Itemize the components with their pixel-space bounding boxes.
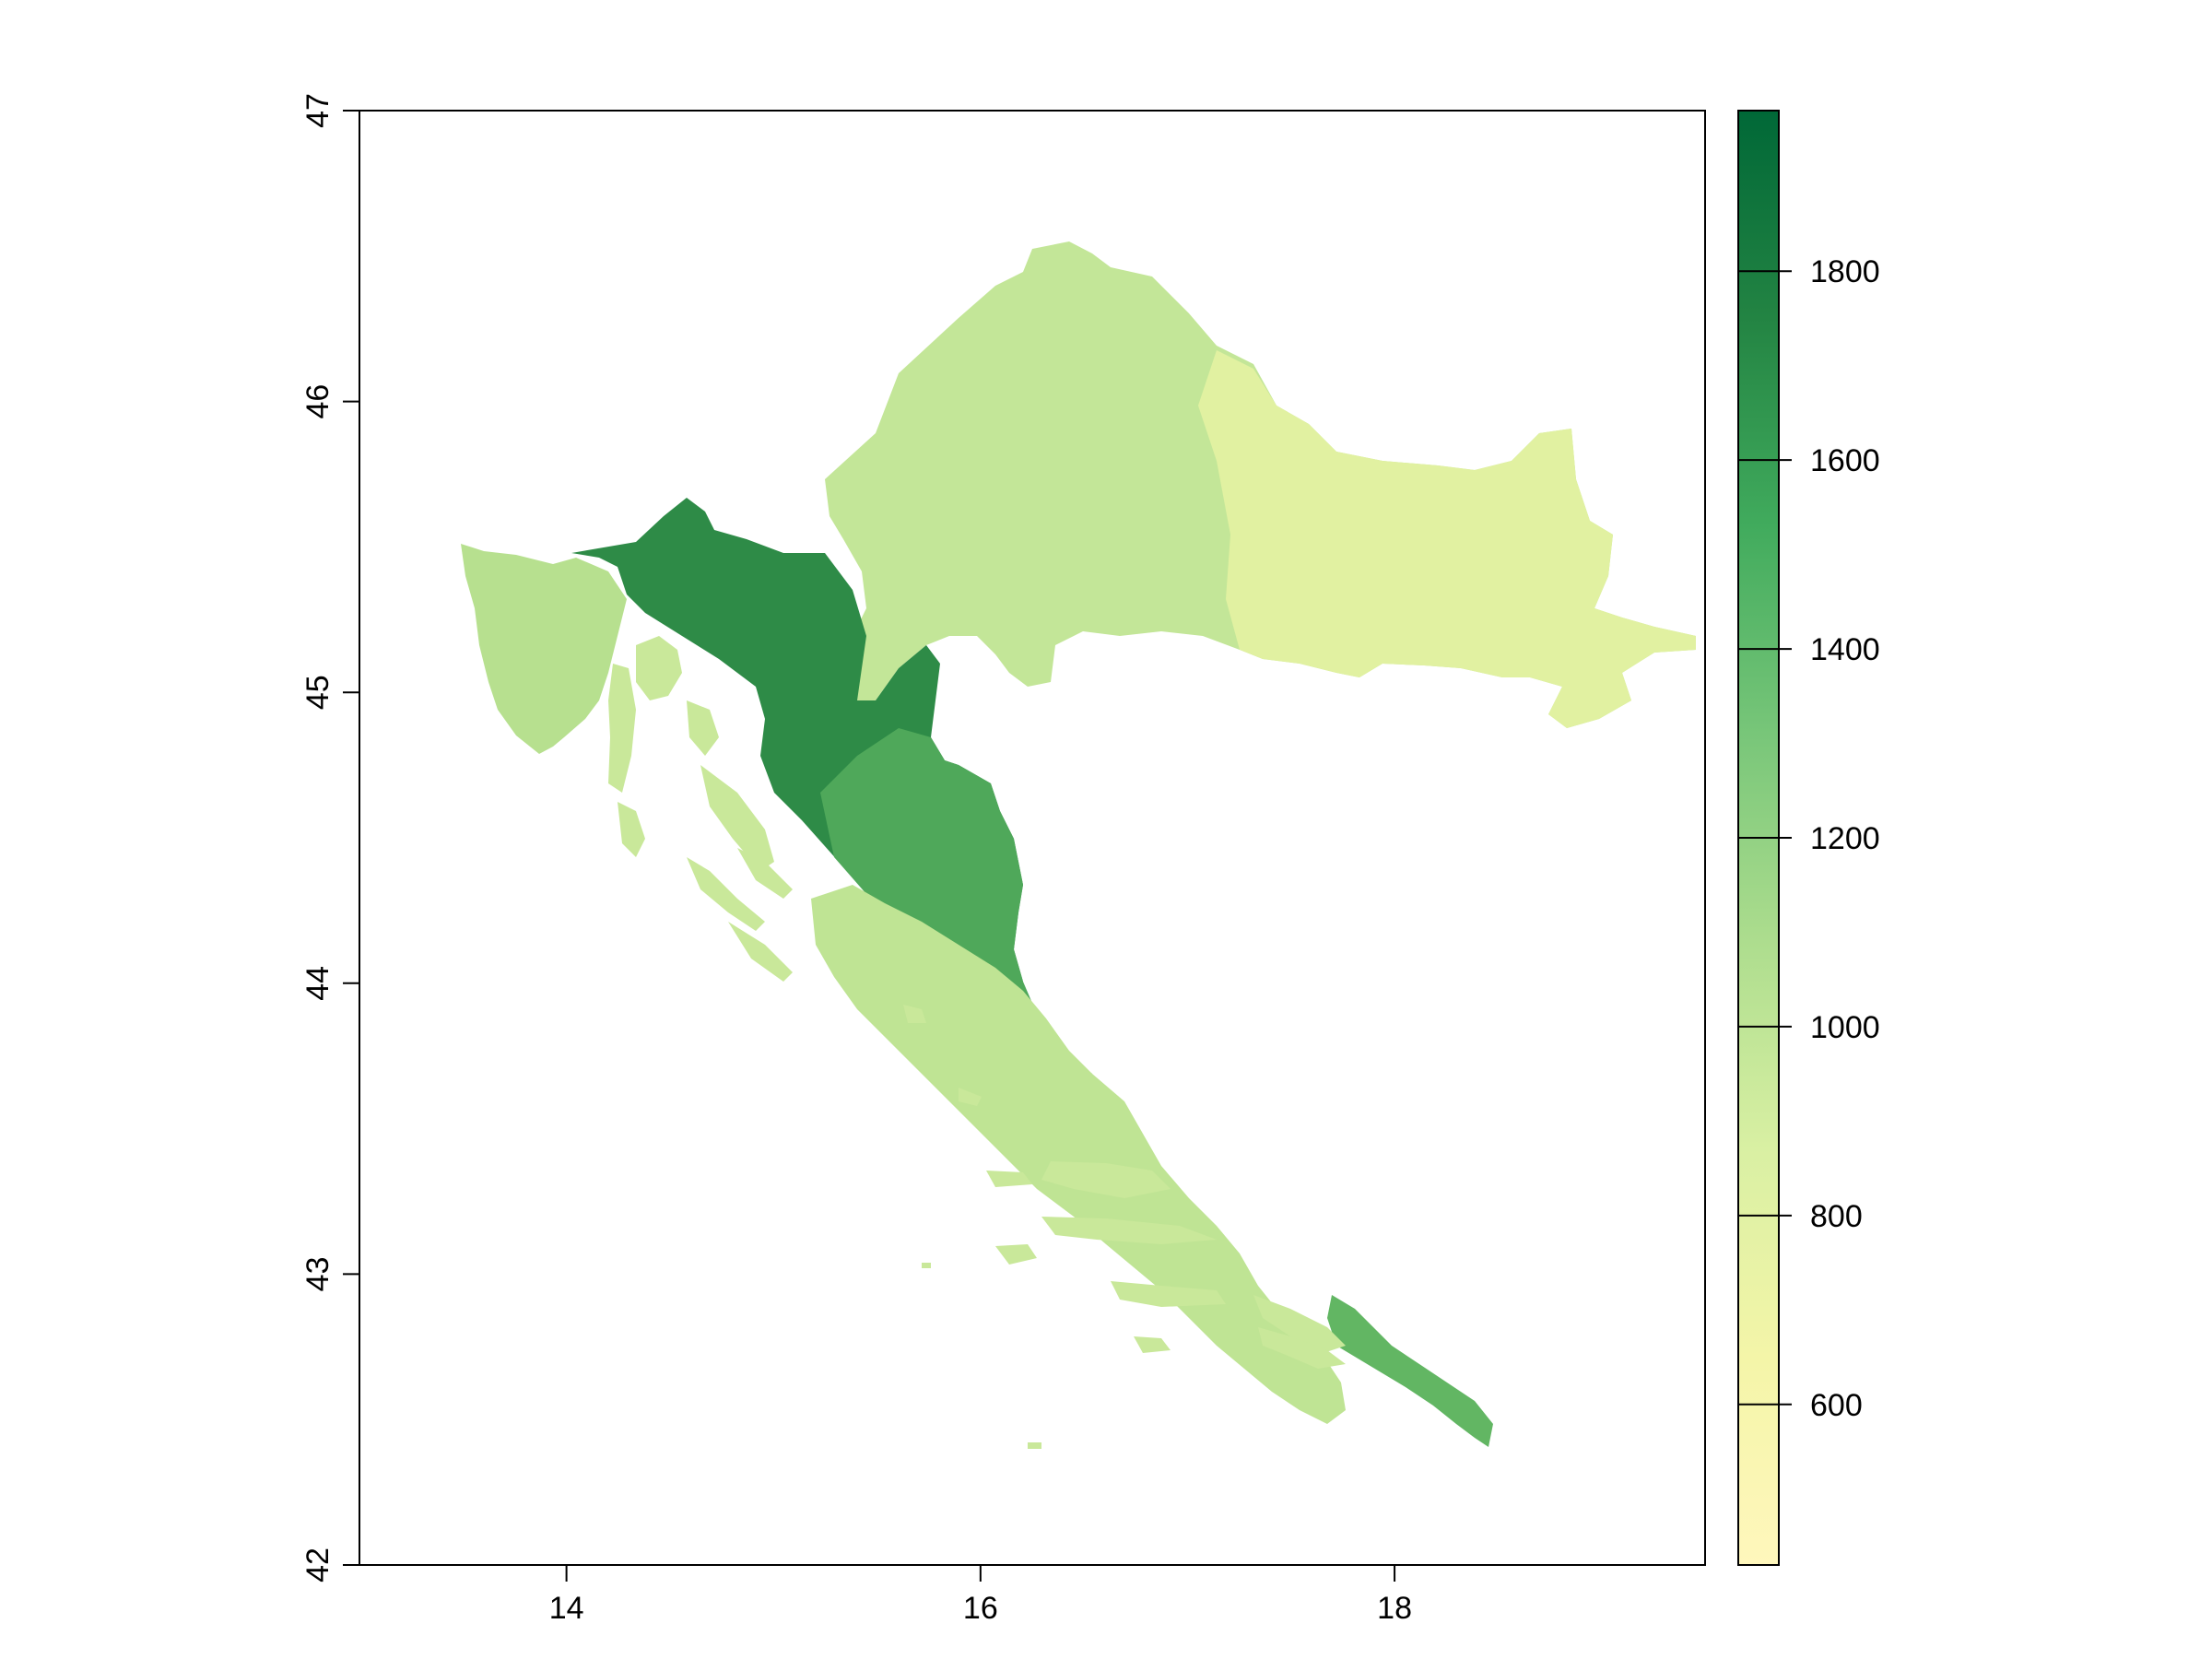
- island-solta: [986, 1171, 1032, 1187]
- island-small-3: [903, 1005, 926, 1023]
- island-lastovo: [1134, 1336, 1171, 1353]
- island-vis: [995, 1244, 1037, 1265]
- island-hvar: [1041, 1217, 1217, 1244]
- legend-tick-label: 1600: [1810, 443, 1880, 478]
- map-layer: [461, 241, 1696, 1449]
- region-dubrovnik: [1327, 1295, 1493, 1447]
- legend-tick-label: 1000: [1810, 1010, 1880, 1045]
- region-slavonia: [1198, 350, 1696, 728]
- island-dugi-otok: [687, 857, 765, 931]
- island-korcula: [1111, 1281, 1226, 1307]
- island-small-4: [959, 1088, 982, 1106]
- islands: [608, 636, 1346, 1449]
- island-krk: [636, 636, 682, 700]
- island-small-1: [922, 1263, 931, 1268]
- island-rab: [687, 700, 719, 756]
- region-dalmatia: [811, 885, 1346, 1424]
- y-tick-label: 46: [300, 384, 335, 419]
- y-tick-label: 47: [300, 93, 335, 128]
- island-mljet: [1258, 1327, 1346, 1369]
- legend-tick-label: 1800: [1810, 254, 1880, 289]
- y-tick-label: 43: [300, 1256, 335, 1291]
- x-axis: 14 16 18: [549, 1565, 1412, 1626]
- y-tick-label: 42: [300, 1547, 335, 1583]
- island-small-2: [1028, 1442, 1041, 1449]
- x-tick-label: 18: [1377, 1591, 1412, 1626]
- island-pag: [700, 765, 774, 871]
- island-brac: [1041, 1161, 1171, 1198]
- legend-tick-label: 1200: [1810, 821, 1880, 856]
- island-peljesac: [1253, 1295, 1346, 1355]
- island-kornati: [728, 922, 793, 982]
- legend-ticks: 600 800 1000 1200 1400 1600 1800: [1738, 254, 1880, 1423]
- island-cres: [608, 664, 636, 793]
- legend-tick-label: 600: [1810, 1388, 1863, 1423]
- y-tick-label: 44: [300, 966, 335, 1001]
- x-tick-label: 14: [549, 1591, 584, 1626]
- plot-frame: [359, 110, 1706, 1566]
- y-tick-label: 45: [300, 675, 335, 710]
- legend-tick-label: 800: [1810, 1199, 1863, 1234]
- y-axis: 42 43 44 45 46 47: [300, 93, 359, 1583]
- x-tick-label: 16: [963, 1591, 998, 1626]
- legend-tick-label: 1400: [1810, 632, 1880, 667]
- island-ugljan: [737, 848, 793, 899]
- color-legend: 600 800 1000 1200 1400 1600 1800: [1737, 110, 1880, 1566]
- island-losinj: [618, 802, 645, 857]
- region-istria: [461, 544, 627, 754]
